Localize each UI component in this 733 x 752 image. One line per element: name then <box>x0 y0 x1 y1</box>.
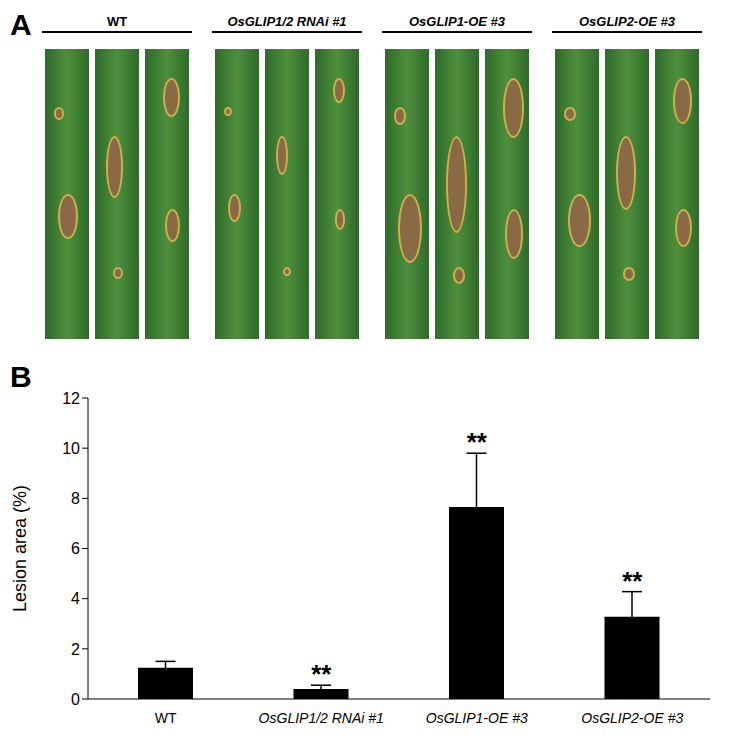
svg-text:**: ** <box>622 566 643 596</box>
svg-text:0: 0 <box>71 691 80 708</box>
svg-text:2: 2 <box>71 641 80 658</box>
svg-text:4: 4 <box>71 590 80 607</box>
svg-text:OsGLIP2-OE #3: OsGLIP2-OE #3 <box>581 710 683 726</box>
svg-text:8: 8 <box>71 490 80 507</box>
html-text:B: B <box>10 360 32 393</box>
html-text:OsGLIP1/2 RNAi #1: OsGLIP1/2 RNAi #1 <box>227 14 347 29</box>
svg-text:**: ** <box>467 427 488 457</box>
svg-text:OsGLIP1/2 RNAi #1: OsGLIP1/2 RNAi #1 <box>259 710 384 726</box>
html-text:OsGLIP2-OE #3: OsGLIP2-OE #3 <box>579 14 675 29</box>
html-text:A: A <box>10 8 32 41</box>
svg-text:12: 12 <box>62 390 80 407</box>
svg-text:10: 10 <box>62 440 80 457</box>
svg-text:OsGLIP1-OE #3: OsGLIP1-OE #3 <box>426 710 528 726</box>
html-text:OsGLIP1-OE #3: OsGLIP1-OE #3 <box>409 14 505 29</box>
html-text:WT: WT <box>106 14 128 29</box>
svg-text:**: ** <box>311 659 332 689</box>
svg-text:Lesion area (%): Lesion area (%) <box>10 485 30 612</box>
svg-text:WT: WT <box>155 710 177 726</box>
svg-text:6: 6 <box>71 540 80 557</box>
